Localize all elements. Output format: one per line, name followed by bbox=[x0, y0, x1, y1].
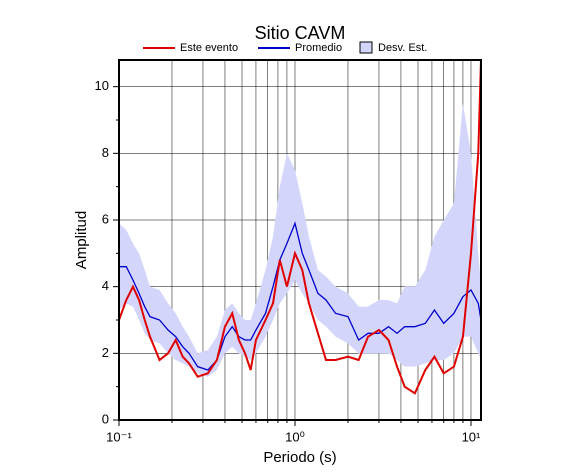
std-band bbox=[119, 103, 481, 377]
legend-label: Desv. Est. bbox=[378, 42, 427, 54]
y-tick-label: 0 bbox=[102, 411, 109, 426]
y-tick-label: 10 bbox=[95, 78, 109, 93]
series-line bbox=[119, 221, 481, 371]
legend-swatch bbox=[359, 41, 373, 54]
legend-label: Promedio bbox=[295, 42, 342, 54]
y-tick-label: 6 bbox=[102, 211, 109, 226]
y-tick-label: 8 bbox=[102, 145, 109, 160]
x-tick-label: 10⁰ bbox=[285, 429, 305, 444]
x-tick-label: 10⁻¹ bbox=[106, 429, 132, 444]
y-tick-label: 4 bbox=[102, 278, 109, 293]
chart-title: Sitio CAVM bbox=[255, 23, 346, 43]
y-axis-label: Amplitud bbox=[73, 211, 90, 269]
plot-area bbox=[119, 60, 481, 395]
x-axis-label: Periodo (s) bbox=[263, 449, 336, 466]
plot-frame bbox=[118, 59, 482, 421]
legend: Este evento Promedio Desv. Est. bbox=[143, 41, 427, 54]
legend-label: Este evento bbox=[180, 42, 238, 54]
series-line bbox=[119, 60, 481, 395]
x-tick-label: 10¹ bbox=[462, 429, 481, 444]
y-tick-label: 2 bbox=[102, 345, 109, 360]
